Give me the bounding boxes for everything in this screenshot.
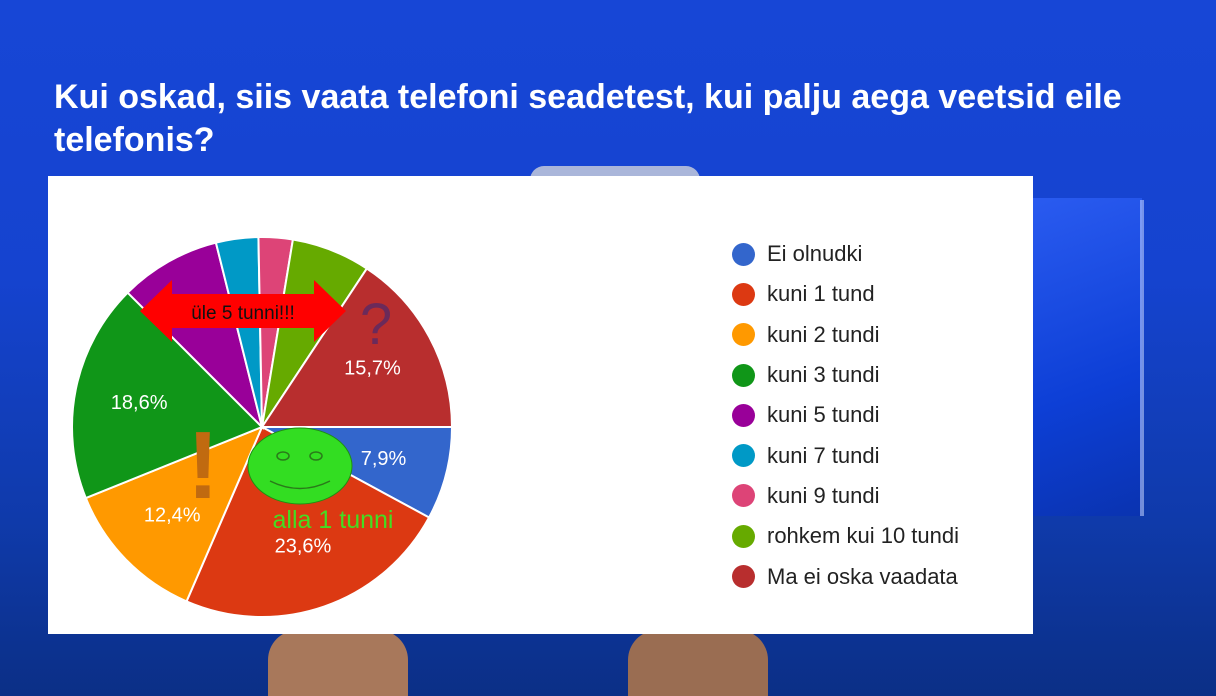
pie-slice-kuni-5-tundi	[126, 241, 264, 431]
smiley-annotation: alla 1 tunni	[247, 427, 394, 534]
chart-card: 7,9% 23,6% 12,4% 18,6% 15,7% ? ! üle 5 tunni…	[48, 176, 1033, 634]
legend-item: kuni 7 tundi	[732, 435, 959, 475]
slide-title: Kui oskad, siis vaata telefoni seadetest…	[54, 78, 1122, 159]
legend-swatch	[732, 282, 755, 306]
legend-item: kuni 3 tundi	[732, 355, 959, 395]
legend-label: kuni 2 tundi	[767, 321, 880, 347]
legend-swatch	[732, 323, 755, 347]
legend-item: rohkem kui 10 tundi	[732, 516, 959, 556]
legend-item: kuni 5 tundi	[732, 395, 959, 435]
pie-slice-ma-ei-oska-vaadata	[260, 267, 454, 428]
legend-item: Ma ei oska vaadata	[732, 556, 959, 596]
exclamation-mark: !	[187, 412, 219, 519]
legend-swatch	[732, 444, 755, 468]
legend-swatch	[732, 403, 755, 427]
smiley-label: alla 1 tunni	[273, 506, 394, 534]
arrow-label: üle 5 tunni!!!	[191, 303, 295, 324]
legend-swatch	[732, 565, 755, 589]
pie-slice-kuni-2-tundi	[84, 425, 264, 603]
legend-label: kuni 3 tundi	[767, 362, 880, 388]
smiley-mouth	[269, 480, 331, 490]
legend-label: kuni 5 tundi	[767, 402, 880, 428]
pie-slice-value-label: 12,4%	[144, 505, 201, 527]
chart-legend: Ei olnudki kuni 1 tund kuni 2 tundi kuni 3 …	[732, 234, 959, 597]
background-hands-image	[268, 630, 768, 696]
background-screen-graphic	[1030, 198, 1142, 516]
legend-label: kuni 9 tundi	[767, 482, 880, 508]
pie-slice-value-label: 23,6%	[275, 536, 332, 558]
legend-swatch	[732, 242, 755, 266]
pie-slice-value-label: 18,6%	[111, 392, 168, 414]
legend-swatch	[732, 363, 755, 387]
pie-slice-labels: 7,9% 23,6% 12,4% 18,6% 15,7%	[111, 358, 407, 558]
pie-slice-kuni-3-tundi	[71, 291, 264, 500]
question-mark: ?	[360, 292, 392, 357]
exclamation-annotation: !	[187, 412, 219, 519]
legend-label: Ei olnudki	[767, 241, 863, 267]
legend-item: kuni 1 tund	[732, 274, 959, 314]
legend-item: Ei olnudki	[732, 234, 959, 274]
smiley-left-eye	[276, 451, 290, 461]
legend-label: Ma ei oska vaadata	[767, 563, 958, 589]
smiley-face	[247, 427, 353, 505]
legend-label: kuni 7 tundi	[767, 442, 880, 468]
double-arrow-shape	[140, 280, 346, 342]
legend-label: kuni 1 tund	[767, 281, 875, 307]
legend-label: rohkem kui 10 tundi	[767, 523, 959, 549]
left-hand-shape	[268, 630, 408, 696]
legend-swatch	[732, 524, 755, 548]
legend-item: kuni 2 tundi	[732, 315, 959, 355]
smiley-right-eye	[309, 451, 323, 461]
legend-swatch	[732, 484, 755, 508]
arrow-annotation: üle 5 tunni!!!	[140, 280, 346, 342]
pie-slice-value-label: 7,9%	[361, 448, 407, 470]
legend-item: kuni 9 tundi	[732, 476, 959, 516]
pie-chart: 7,9% 23,6% 12,4% 18,6% 15,7% ? ! üle 5 tunni…	[71, 236, 454, 618]
right-hand-shape	[628, 630, 768, 696]
question-annotation: ?	[360, 292, 392, 357]
background-screen-edge	[1140, 200, 1144, 516]
pie-slice-kuni-1-tund	[185, 425, 431, 618]
pie-slice-value-label: 15,7%	[344, 358, 401, 380]
pie-slices	[71, 236, 454, 618]
